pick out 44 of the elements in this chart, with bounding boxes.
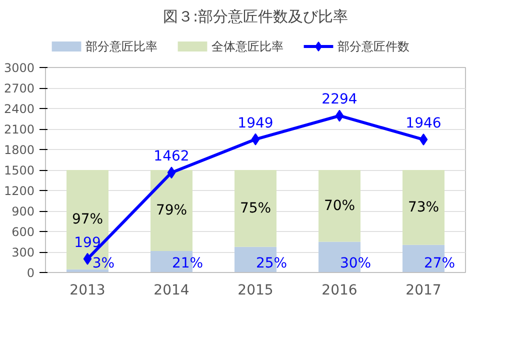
x-tick-label: 2015 bbox=[238, 282, 274, 298]
point bbox=[167, 166, 176, 179]
data-label: 2294 bbox=[322, 92, 358, 108]
point bbox=[251, 133, 260, 146]
bar bbox=[234, 170, 276, 247]
point bbox=[419, 134, 428, 146]
x-tick-label: 2016 bbox=[322, 282, 358, 298]
y-tick-label: 3000 bbox=[4, 61, 35, 75]
data-label: 30% bbox=[340, 256, 372, 272]
data-label: 1462 bbox=[154, 148, 190, 165]
x-tick-label: 2017 bbox=[406, 282, 442, 298]
y-tick-label: 2400 bbox=[4, 102, 35, 116]
legend-label: 部分意匠比率 bbox=[85, 40, 158, 54]
data-label: 199 bbox=[74, 234, 101, 251]
data-label: 70% bbox=[324, 198, 356, 214]
chart-title: 図３:部分意匠件数及び比率 bbox=[162, 8, 348, 26]
data-label: 73% bbox=[408, 199, 440, 216]
legend-label: 部分意匠件数 bbox=[337, 40, 410, 54]
y-tick-label: 2100 bbox=[4, 122, 35, 136]
y-tick-label: 2700 bbox=[4, 82, 35, 96]
data-label: 97% bbox=[72, 212, 104, 228]
data-label: 25% bbox=[256, 256, 288, 272]
bar bbox=[318, 170, 360, 242]
point bbox=[335, 110, 344, 122]
data-label: 1949 bbox=[238, 115, 274, 132]
y-tick-label: 600 bbox=[12, 225, 34, 239]
data-label: 3% bbox=[92, 256, 115, 272]
data-label: 21% bbox=[172, 256, 204, 272]
y-tick-label: 900 bbox=[12, 204, 34, 218]
y-tick-label: 1200 bbox=[4, 184, 35, 198]
data-label: 75% bbox=[240, 200, 272, 216]
bar bbox=[150, 170, 192, 251]
bar bbox=[402, 170, 444, 245]
x-tick-label: 2014 bbox=[154, 282, 190, 298]
point bbox=[83, 252, 92, 265]
y-tick-label: 1500 bbox=[4, 164, 35, 178]
x-tick-label: 2013 bbox=[70, 282, 106, 298]
data-label: 79% bbox=[156, 202, 188, 218]
y-tick-label: 300 bbox=[12, 246, 34, 260]
y-tick-label: 0 bbox=[26, 266, 35, 280]
data-label: 27% bbox=[424, 256, 456, 272]
y-tick-label: 1800 bbox=[4, 143, 35, 157]
data-label: 1946 bbox=[406, 116, 442, 132]
legend-label: 全体意匠比率 bbox=[211, 40, 284, 54]
